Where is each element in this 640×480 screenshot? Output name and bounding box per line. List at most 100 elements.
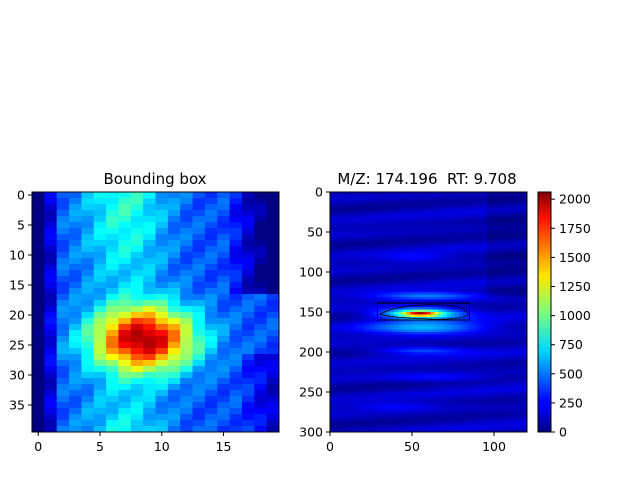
heatmap-cell [454, 254, 460, 258]
heatmap-cell [446, 199, 452, 203]
heatmap-cell [386, 217, 391, 220]
heatmap-cell [390, 199, 395, 203]
heatmap-cell [422, 237, 427, 240]
heatmap-cell [426, 337, 432, 340]
heatmap-cell [486, 339, 492, 343]
heatmap-cell [378, 239, 383, 243]
heatmap-cell [462, 237, 468, 240]
heatmap-cell [155, 246, 169, 253]
heatmap-cell [442, 282, 448, 285]
heatmap-cell [522, 309, 527, 313]
heatmap-cell [414, 329, 419, 333]
heatmap-cell [418, 287, 423, 290]
heatmap-cell [506, 314, 512, 318]
heatmap-cell [410, 294, 415, 298]
heatmap-cell [490, 382, 496, 385]
heatmap-cell [386, 237, 391, 240]
heatmap-cell [69, 330, 82, 337]
heatmap-cell [506, 297, 512, 300]
heatmap-cell [398, 209, 403, 213]
heatmap-cell [394, 344, 399, 348]
heatmap-cell [506, 322, 512, 325]
heatmap-cell [374, 384, 379, 388]
heatmap-cell [370, 384, 375, 388]
heatmap-cell [418, 294, 423, 298]
heatmap-cell [374, 337, 379, 340]
heatmap-cell [374, 344, 379, 348]
heatmap-cell [358, 227, 363, 230]
heatmap-cell [474, 234, 480, 238]
heatmap-cell [390, 294, 395, 298]
heatmap-cell [334, 269, 339, 273]
heatmap-cell [522, 212, 527, 215]
heatmap-cell [378, 237, 383, 240]
heatmap-cell [338, 342, 343, 345]
heatmap-cell [382, 384, 387, 388]
heatmap-cell [406, 264, 411, 268]
heatmap-cell [229, 264, 243, 271]
heatmap-cell [486, 234, 492, 238]
heatmap-cell [430, 199, 436, 203]
heatmap-cell [362, 347, 367, 350]
heatmap-cell [398, 257, 403, 260]
heatmap-cell [342, 197, 347, 200]
heatmap-cell [506, 247, 512, 250]
heatmap-cell [510, 262, 516, 265]
heatmap-cell [346, 234, 351, 238]
heatmap-cell [502, 252, 508, 255]
heatmap-cell [474, 309, 480, 313]
heatmap-cell [346, 297, 351, 300]
heatmap-cell [510, 254, 516, 258]
heatmap-cell [342, 354, 347, 358]
heatmap-cell [518, 229, 524, 233]
heatmap-cell [454, 399, 460, 403]
heatmap-cell [418, 272, 423, 275]
heatmap-cell [518, 204, 524, 208]
heatmap-cell [44, 372, 58, 379]
heatmap-cell [229, 288, 243, 295]
heatmap-cell [422, 327, 427, 330]
heatmap-cell [402, 397, 407, 400]
heatmap-cell [418, 319, 423, 323]
heatmap-cell [330, 194, 335, 198]
heatmap-cell [334, 217, 339, 220]
heatmap-cell [330, 339, 335, 343]
heatmap-cell [69, 282, 82, 289]
heatmap-cell [486, 372, 492, 375]
heatmap-cell [370, 262, 375, 265]
heatmap-cell [518, 304, 524, 308]
heatmap-cell [478, 269, 484, 273]
heatmap-cell [474, 377, 480, 380]
heatmap-cell [374, 327, 379, 330]
heatmap-cell [167, 342, 181, 349]
heatmap-cell [426, 319, 432, 323]
heatmap-cell [426, 389, 432, 393]
heatmap-cell [454, 207, 460, 210]
heatmap-cell [426, 292, 432, 295]
heatmap-cell [506, 234, 512, 238]
heatmap-cell [106, 282, 119, 289]
heatmap-cell [354, 284, 359, 288]
heatmap-cell [454, 367, 460, 370]
heatmap-cell [394, 304, 399, 308]
heatmap-cell [454, 272, 460, 275]
heatmap-cell [462, 357, 468, 360]
heatmap-cell [410, 274, 415, 278]
heatmap-cell [229, 282, 243, 289]
heatmap-cell [180, 216, 194, 223]
heatmap-cell [398, 252, 403, 255]
heatmap-cell [366, 299, 371, 303]
heatmap-cell [106, 384, 119, 391]
heatmap-cell [442, 297, 448, 300]
heatmap-cell [510, 204, 516, 208]
heatmap-cell [155, 240, 169, 247]
heatmap-cell [502, 229, 508, 233]
heatmap-cell [430, 192, 436, 195]
heatmap-cell [482, 394, 488, 398]
heatmap-cell [498, 252, 504, 255]
heatmap-cell [474, 372, 480, 375]
heatmap-cell [366, 229, 371, 233]
heatmap-cell [386, 334, 391, 338]
heatmap-cell [446, 312, 452, 315]
heatmap-cell [32, 408, 45, 415]
